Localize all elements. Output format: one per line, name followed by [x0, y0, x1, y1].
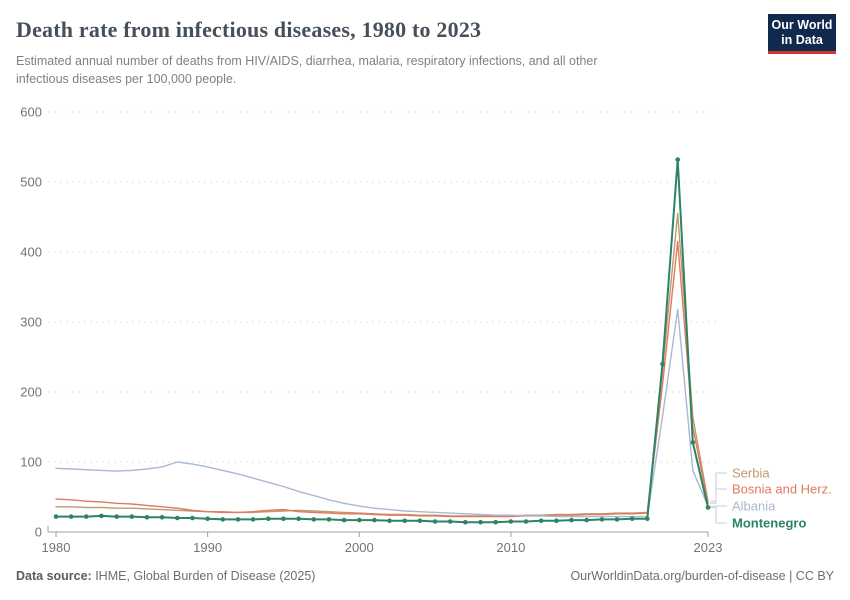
series-marker-montenegro: [175, 515, 180, 521]
series-line-serbia[interactable]: [55, 212, 709, 517]
y-tick-label-600: 600: [20, 105, 42, 120]
owid-logo-line-2: in Data: [781, 33, 823, 47]
series-marker-montenegro: [281, 516, 286, 521]
series-marker-montenegro: [554, 518, 559, 524]
series-line-albania[interactable]: [55, 308, 709, 518]
series-marker-montenegro: [614, 517, 620, 522]
series-marker-montenegro: [599, 517, 605, 522]
series-marker-montenegro: [402, 518, 408, 524]
page-title: Death rate from infectious diseases, 198…: [16, 17, 482, 42]
series-marker-montenegro: [432, 519, 438, 524]
owid-logo-line-1: Our World: [771, 18, 833, 32]
series-marker-montenegro: [675, 157, 680, 162]
data-source-label: Data source:: [16, 569, 92, 583]
series-marker-montenegro: [296, 516, 301, 521]
legend-connector-serbia: [710, 472, 727, 502]
series-marker-montenegro: [326, 517, 332, 522]
x-tick-label-1980: 1980: [42, 540, 71, 555]
series-marker-montenegro: [538, 518, 544, 524]
data-source-value: IHME, Global Burden of Disease (2025): [91, 569, 316, 583]
data-source-note: Data source: IHME, Global Burden of Dise…: [16, 569, 315, 583]
chart-footer: Data source: IHME, Global Burden of Dise…: [16, 569, 834, 583]
legend-label-bosnia-and-herz[interactable]: Bosnia and Herz.: [732, 482, 832, 497]
series-marker-montenegro: [569, 517, 574, 523]
series-marker-montenegro: [190, 515, 195, 521]
series-marker-montenegro: [235, 517, 241, 522]
series-marker-montenegro: [584, 517, 589, 523]
y-tick-label-300: 300: [20, 315, 42, 330]
series-line-montenegro[interactable]: [55, 158, 709, 524]
series-marker-montenegro: [84, 514, 89, 519]
y-tick-label-200: 200: [20, 385, 42, 400]
series-marker-montenegro: [205, 516, 210, 521]
series-marker-montenegro: [68, 514, 74, 519]
chart-subtitle: Estimated annual number of deaths from H…: [16, 52, 598, 88]
series-marker-montenegro: [523, 519, 529, 524]
x-tick-label-2010: 2010: [496, 540, 525, 555]
series-marker-montenegro: [387, 518, 392, 524]
y-tick-label-0: 0: [35, 525, 42, 540]
credit-link[interactable]: OurWorldinData.org/burden-of-disease | C…: [570, 569, 834, 583]
subtitle-line-1: Estimated annual number of deaths from H…: [16, 54, 598, 68]
series-marker-montenegro: [114, 514, 119, 519]
series-marker-montenegro: [341, 517, 347, 523]
subtitle-line-2: infectious diseases per 100,000 people.: [16, 72, 237, 86]
series-marker-montenegro: [159, 515, 165, 520]
series-marker-montenegro: [266, 516, 271, 521]
legend-label-serbia[interactable]: Serbia: [732, 466, 770, 481]
series-marker-montenegro: [508, 519, 514, 524]
series-marker-montenegro: [493, 519, 499, 525]
series-marker-montenegro: [357, 517, 362, 523]
series-marker-montenegro: [478, 519, 483, 525]
series-marker-montenegro: [53, 514, 59, 519]
series-marker-montenegro: [417, 518, 423, 524]
series-marker-montenegro: [629, 516, 635, 521]
legend-label-albania[interactable]: Albania: [732, 499, 776, 514]
legend-connector-montenegro: [710, 507, 727, 524]
series-marker-montenegro: [144, 515, 150, 520]
series-marker-montenegro: [705, 505, 711, 510]
y-tick-label-400: 400: [20, 245, 42, 260]
series-marker-montenegro: [99, 513, 104, 519]
series-marker-montenegro: [447, 519, 453, 524]
y-tick-label-100: 100: [20, 455, 42, 470]
series-marker-montenegro: [220, 517, 226, 522]
x-tick-label-2000: 2000: [345, 540, 374, 555]
series-marker-montenegro: [660, 361, 665, 367]
legend-label-montenegro[interactable]: Montenegro: [732, 516, 806, 531]
x-tick-label-2023: 2023: [694, 540, 723, 555]
series-marker-montenegro: [463, 519, 468, 525]
series-marker-montenegro: [372, 517, 377, 523]
series-marker-montenegro: [645, 516, 650, 521]
series-marker-montenegro: [129, 514, 135, 519]
legend-connector-bosnia-and-herz: [710, 488, 727, 504]
owid-logo: Our World in Data: [768, 14, 836, 54]
series-line-bosnia-and-herz[interactable]: [55, 240, 709, 518]
x-tick-label-1990: 1990: [193, 540, 222, 555]
series-marker-montenegro: [250, 517, 256, 522]
series-marker-montenegro: [690, 440, 696, 445]
y-tick-label-500: 500: [20, 175, 42, 190]
series-marker-montenegro: [311, 517, 317, 522]
